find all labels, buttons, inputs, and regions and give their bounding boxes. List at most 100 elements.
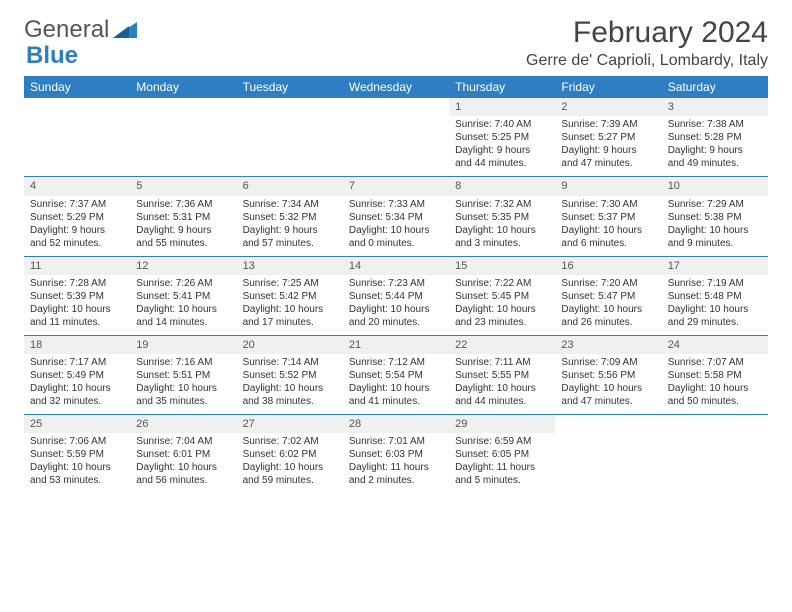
sunset-text: Sunset: 5:58 PM [668, 369, 762, 382]
daynum-row: 2526272829 [24, 415, 768, 434]
daylight-text: and 5 minutes. [455, 474, 549, 487]
day-number-cell: 12 [130, 256, 236, 275]
logo-triangle-icon [113, 20, 139, 40]
day-detail-cell: Sunrise: 7:07 AMSunset: 5:58 PMDaylight:… [662, 354, 768, 415]
header: General February 2024 Gerre de' Caprioli… [24, 16, 768, 70]
weekday-header-row: Sunday Monday Tuesday Wednesday Thursday… [24, 76, 768, 98]
sunset-text: Sunset: 5:27 PM [561, 131, 655, 144]
daylight-text: Daylight: 10 hours [30, 303, 124, 316]
day-detail-cell: Sunrise: 7:11 AMSunset: 5:55 PMDaylight:… [449, 354, 555, 415]
detail-row: Sunrise: 7:37 AMSunset: 5:29 PMDaylight:… [24, 196, 768, 257]
day-number-cell: 13 [237, 256, 343, 275]
sunset-text: Sunset: 5:35 PM [455, 211, 549, 224]
sunrise-text: Sunrise: 7:33 AM [349, 198, 443, 211]
daylight-text: and 57 minutes. [243, 237, 337, 250]
weekday-header: Saturday [662, 76, 768, 98]
sunrise-text: Sunrise: 7:01 AM [349, 435, 443, 448]
sunrise-text: Sunrise: 7:30 AM [561, 198, 655, 211]
logo-word1: General [24, 16, 109, 44]
day-detail-cell: Sunrise: 7:22 AMSunset: 5:45 PMDaylight:… [449, 275, 555, 336]
daylight-text: Daylight: 10 hours [561, 224, 655, 237]
day-number-cell: 22 [449, 335, 555, 354]
daylight-text: Daylight: 10 hours [136, 461, 230, 474]
day-number-cell [555, 415, 661, 434]
day-detail-cell: Sunrise: 7:23 AMSunset: 5:44 PMDaylight:… [343, 275, 449, 336]
sunrise-text: Sunrise: 7:40 AM [455, 118, 549, 131]
sunrise-text: Sunrise: 7:06 AM [30, 435, 124, 448]
day-detail-cell: Sunrise: 7:26 AMSunset: 5:41 PMDaylight:… [130, 275, 236, 336]
sunset-text: Sunset: 5:47 PM [561, 290, 655, 303]
weekday-header: Tuesday [237, 76, 343, 98]
day-detail-cell: Sunrise: 7:40 AMSunset: 5:25 PMDaylight:… [449, 116, 555, 177]
day-number-cell: 8 [449, 177, 555, 196]
daylight-text: Daylight: 9 hours [561, 144, 655, 157]
sunrise-text: Sunrise: 7:19 AM [668, 277, 762, 290]
day-detail-cell: Sunrise: 7:32 AMSunset: 5:35 PMDaylight:… [449, 196, 555, 257]
day-number-cell [343, 98, 449, 116]
daylight-text: and 52 minutes. [30, 237, 124, 250]
sunset-text: Sunset: 5:55 PM [455, 369, 549, 382]
daylight-text: Daylight: 11 hours [349, 461, 443, 474]
daylight-text: Daylight: 10 hours [668, 303, 762, 316]
day-detail-cell [24, 116, 130, 177]
sunrise-text: Sunrise: 7:26 AM [136, 277, 230, 290]
day-detail-cell: Sunrise: 7:30 AMSunset: 5:37 PMDaylight:… [555, 196, 661, 257]
weekday-header: Wednesday [343, 76, 449, 98]
sunrise-text: Sunrise: 7:36 AM [136, 198, 230, 211]
day-detail-cell [237, 116, 343, 177]
day-number-cell: 6 [237, 177, 343, 196]
daylight-text: and 47 minutes. [561, 395, 655, 408]
day-detail-cell: Sunrise: 7:20 AMSunset: 5:47 PMDaylight:… [555, 275, 661, 336]
daylight-text: and 49 minutes. [668, 157, 762, 170]
sunset-text: Sunset: 5:34 PM [349, 211, 443, 224]
weekday-header: Sunday [24, 76, 130, 98]
day-detail-cell: Sunrise: 7:04 AMSunset: 6:01 PMDaylight:… [130, 433, 236, 493]
sunset-text: Sunset: 5:51 PM [136, 369, 230, 382]
location: Gerre de' Caprioli, Lombardy, Italy [526, 52, 768, 70]
daylight-text: Daylight: 9 hours [30, 224, 124, 237]
day-number-cell: 9 [555, 177, 661, 196]
daylight-text: and 0 minutes. [349, 237, 443, 250]
sunrise-text: Sunrise: 7:09 AM [561, 356, 655, 369]
sunrise-text: Sunrise: 7:20 AM [561, 277, 655, 290]
daylight-text: Daylight: 10 hours [136, 303, 230, 316]
daynum-row: 45678910 [24, 177, 768, 196]
daylight-text: and 44 minutes. [455, 395, 549, 408]
day-detail-cell: Sunrise: 7:17 AMSunset: 5:49 PMDaylight:… [24, 354, 130, 415]
sunrise-text: Sunrise: 7:39 AM [561, 118, 655, 131]
daylight-text: Daylight: 10 hours [243, 461, 337, 474]
sunrise-text: Sunrise: 7:28 AM [30, 277, 124, 290]
sunrise-text: Sunrise: 7:11 AM [455, 356, 549, 369]
sunset-text: Sunset: 6:05 PM [455, 448, 549, 461]
daylight-text: and 41 minutes. [349, 395, 443, 408]
day-number-cell [24, 98, 130, 116]
day-number-cell: 16 [555, 256, 661, 275]
daylight-text: and 20 minutes. [349, 316, 443, 329]
daylight-text: Daylight: 10 hours [349, 224, 443, 237]
daylight-text: Daylight: 10 hours [349, 382, 443, 395]
daylight-text: and 53 minutes. [30, 474, 124, 487]
day-number-cell: 19 [130, 335, 236, 354]
detail-row: Sunrise: 7:17 AMSunset: 5:49 PMDaylight:… [24, 354, 768, 415]
sunset-text: Sunset: 6:03 PM [349, 448, 443, 461]
month-title: February 2024 [526, 16, 768, 50]
detail-row: Sunrise: 7:40 AMSunset: 5:25 PMDaylight:… [24, 116, 768, 177]
sunset-text: Sunset: 5:42 PM [243, 290, 337, 303]
day-number-cell: 27 [237, 415, 343, 434]
sunset-text: Sunset: 5:28 PM [668, 131, 762, 144]
daylight-text: Daylight: 10 hours [668, 382, 762, 395]
sunrise-text: Sunrise: 7:12 AM [349, 356, 443, 369]
day-detail-cell: Sunrise: 7:33 AMSunset: 5:34 PMDaylight:… [343, 196, 449, 257]
daylight-text: and 11 minutes. [30, 316, 124, 329]
sunset-text: Sunset: 5:44 PM [349, 290, 443, 303]
day-number-cell: 10 [662, 177, 768, 196]
day-number-cell: 7 [343, 177, 449, 196]
sunset-text: Sunset: 5:31 PM [136, 211, 230, 224]
daylight-text: Daylight: 10 hours [455, 224, 549, 237]
day-detail-cell: Sunrise: 7:06 AMSunset: 5:59 PMDaylight:… [24, 433, 130, 493]
detail-row: Sunrise: 7:28 AMSunset: 5:39 PMDaylight:… [24, 275, 768, 336]
sunrise-text: Sunrise: 7:29 AM [668, 198, 762, 211]
sunrise-text: Sunrise: 7:38 AM [668, 118, 762, 131]
day-detail-cell: Sunrise: 7:25 AMSunset: 5:42 PMDaylight:… [237, 275, 343, 336]
sunset-text: Sunset: 6:02 PM [243, 448, 337, 461]
